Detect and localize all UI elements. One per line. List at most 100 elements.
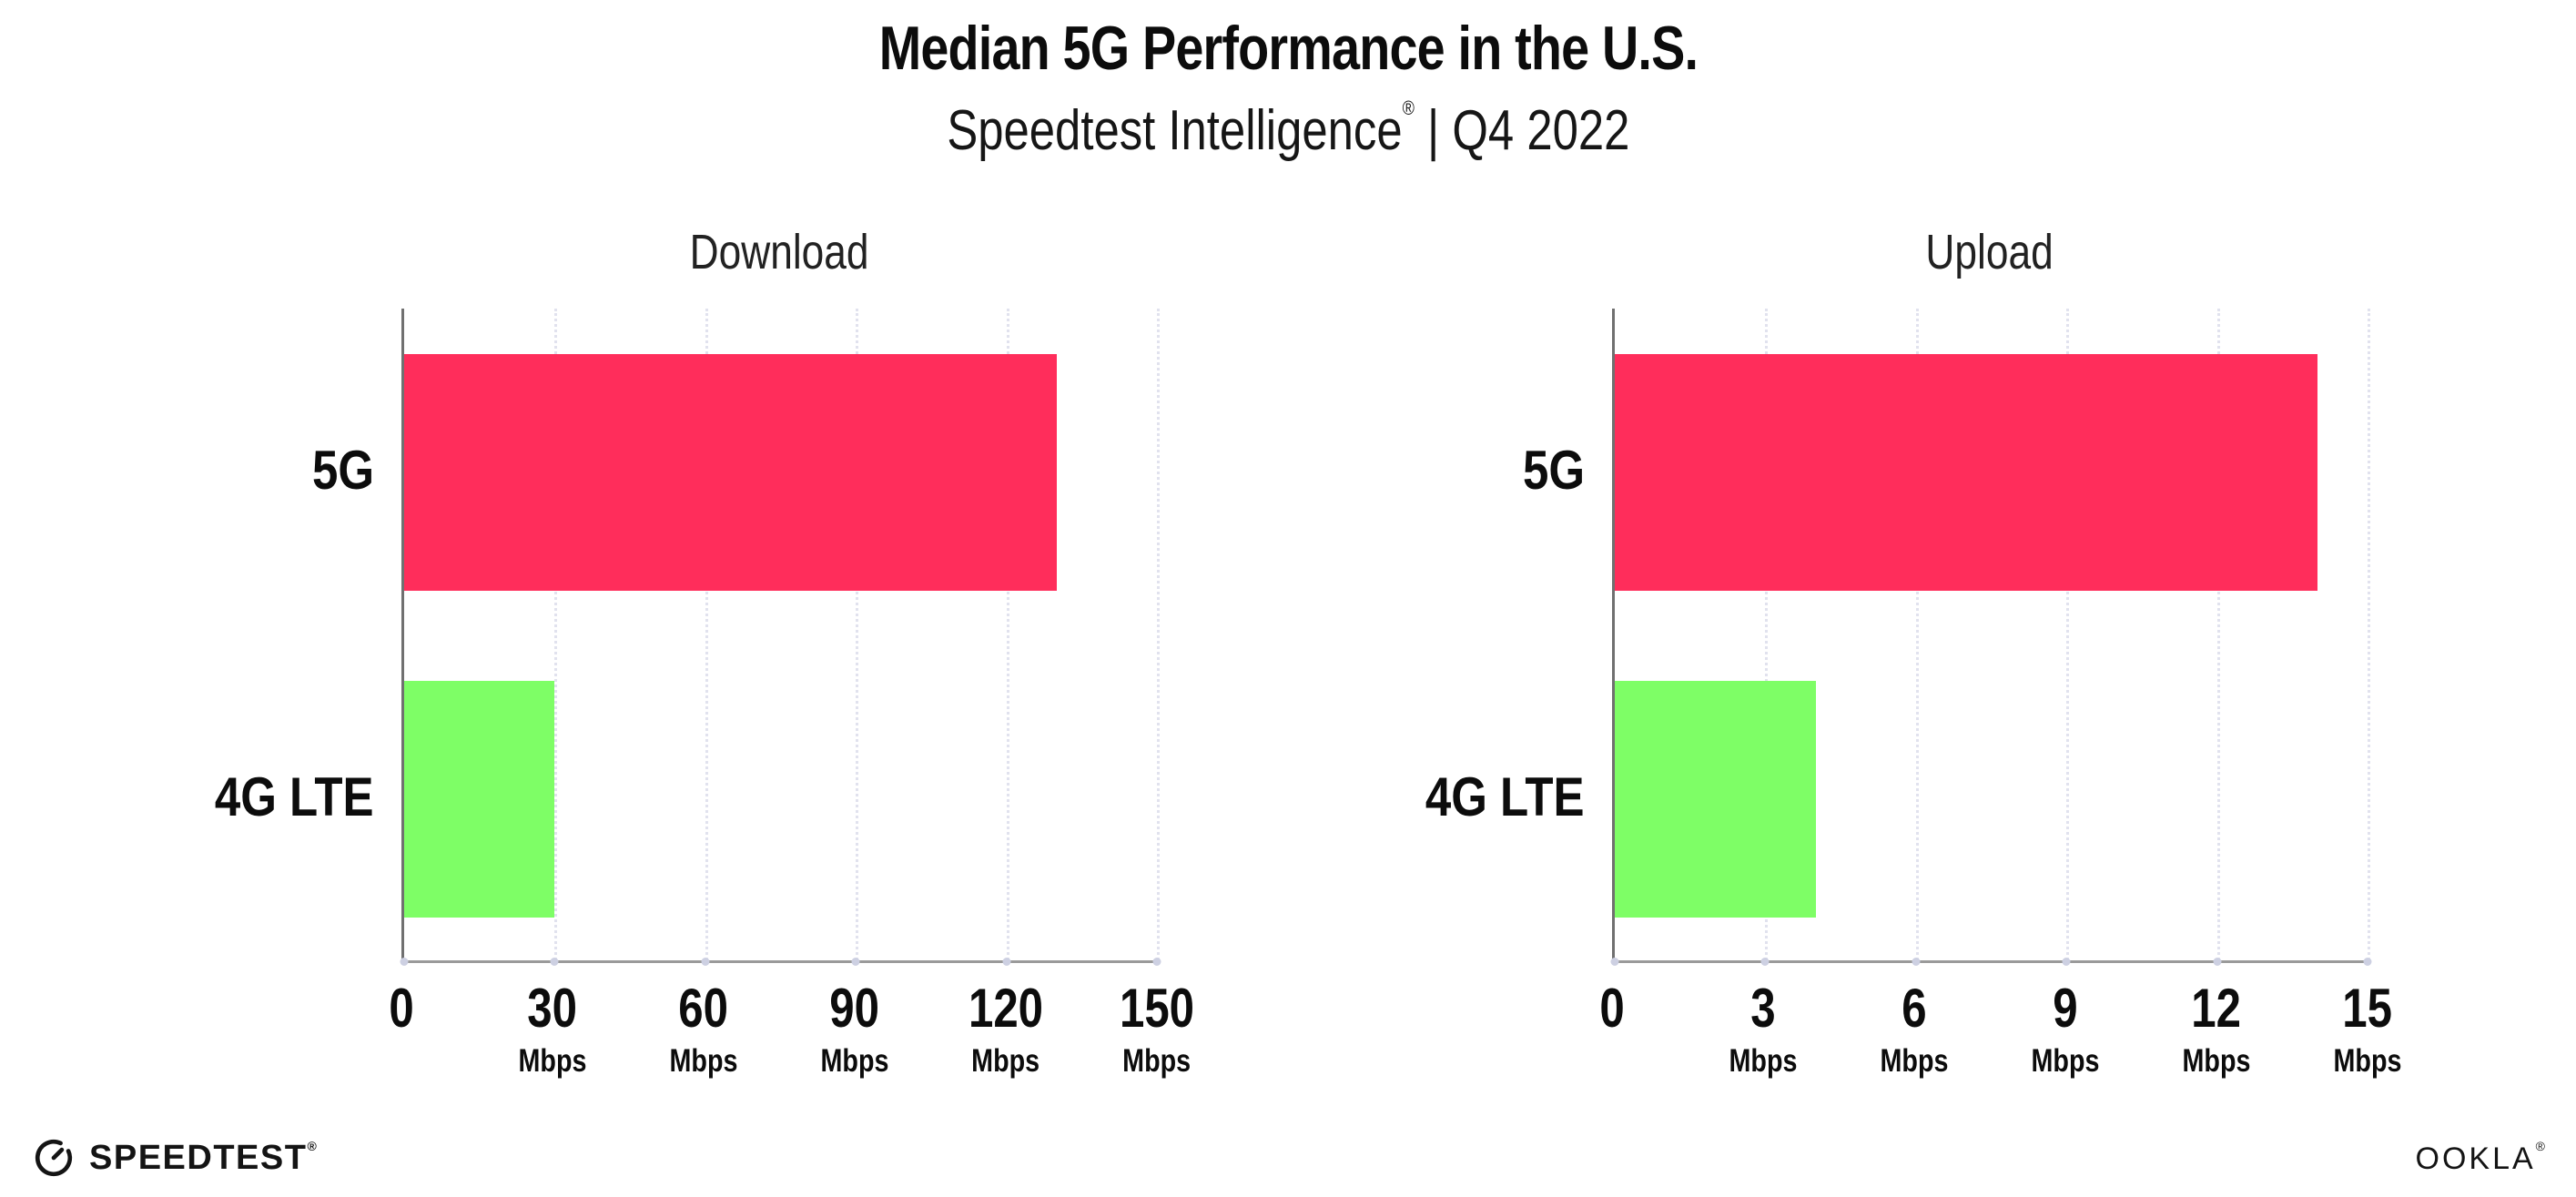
x-tick-unit-text: Mbps (1122, 1043, 1192, 1079)
chart-subtitle-text: Speedtest Intelligence® | Q4 2022 (947, 96, 1629, 163)
x-tick-unit-text: Mbps (518, 1043, 587, 1079)
x-tick-value: 150 (1111, 981, 1202, 1036)
header: Median 5G Performance in the U.S. Speedt… (0, 0, 2576, 163)
x-tick-value-text: 6 (1902, 978, 1927, 1039)
chart-title-text: Upload (1925, 225, 2054, 279)
x-tick-unit: Mbps (813, 1045, 896, 1077)
x-tick-value: 120 (960, 981, 1051, 1036)
axis-tick-dot (1002, 958, 1011, 966)
x-tick-value: 6 (1872, 981, 1955, 1036)
bar-4g-lte-download (404, 681, 555, 918)
x-tick-value-text: 30 (527, 978, 578, 1039)
axis-tick-dot (2213, 958, 2222, 966)
x-tick: 90 Mbps (813, 981, 896, 1078)
x-tick-value: 0 (386, 981, 416, 1036)
x-tick-unit-text: Mbps (2182, 1043, 2251, 1079)
x-tick-unit: Mbps (960, 1045, 1051, 1077)
x-tick: 3 Mbps (1721, 981, 1804, 1079)
gridline (705, 309, 708, 960)
x-tick-value: 90 (813, 981, 896, 1036)
x-tick-unit-text: Mbps (820, 1043, 889, 1079)
gridline (2368, 309, 2370, 960)
x-tick-unit: Mbps (662, 1045, 745, 1077)
x-tick-value-text: 90 (829, 978, 880, 1039)
x-tick-unit: Mbps (511, 1045, 593, 1077)
category-label-text: 4G LTE (1425, 766, 1585, 827)
bar-4g-lte-upload (1615, 681, 1816, 918)
speedtest-wordmark: SPEEDTEST® (89, 1139, 317, 1178)
axis-tick-dot (2363, 958, 2372, 966)
category-label: 5G (128, 439, 374, 502)
axis-tick-dot (851, 958, 860, 966)
chart-title-text: Download (689, 225, 869, 279)
x-tick: 15 Mbps (2326, 978, 2409, 1078)
download-chart: Download 0 30 Mbps 60 Mbps 90 Mbps 120 Mbps 150 Mbp… (128, 218, 1194, 1092)
plot-area (1610, 309, 2372, 966)
gridline (1006, 309, 1009, 960)
chart-subtitle: Speedtest Intelligence® | Q4 2022 (0, 96, 2576, 163)
category-label: 4G LTE (128, 766, 374, 828)
x-tick-value-text: 60 (678, 978, 729, 1039)
category-label-text: 5G (1522, 440, 1585, 501)
chart-title: Upload (1612, 224, 2368, 280)
x-tick: 6 Mbps (1872, 981, 1955, 1078)
x-tick-unit-text: Mbps (669, 1043, 738, 1079)
x-tick-unit-text: Mbps (1729, 1043, 1798, 1079)
x-tick-value-text: 0 (389, 978, 414, 1039)
axis-tick-dot (1760, 958, 1770, 966)
category-label-text: 5G (311, 440, 374, 501)
speedtest-label: SPEEDTEST (89, 1138, 308, 1177)
x-tick-unit-text: Mbps (1880, 1043, 1949, 1079)
x-tick-value-text: 120 (968, 978, 1044, 1039)
chart-main-title: Median 5G Performance in the U.S. (0, 13, 2576, 84)
x-tick-value: 30 (511, 981, 593, 1036)
x-tick-unit: Mbps (2023, 1045, 2106, 1077)
x-tick: 9 Mbps (2023, 981, 2106, 1078)
x-tick-value: 9 (2023, 981, 2106, 1036)
gridline (1765, 309, 1769, 960)
x-tick-value-text: 3 (1750, 978, 1776, 1039)
x-tick-unit-text: Mbps (2031, 1043, 2100, 1079)
x-tick: 12 Mbps (2175, 981, 2257, 1078)
x-tick-unit: Mbps (1872, 1045, 1955, 1077)
x-tick-value: 60 (662, 981, 745, 1036)
x-tick: 60 Mbps (662, 981, 745, 1078)
x-tick-value-text: 9 (2053, 978, 2078, 1039)
x-tick-unit: Mbps (2175, 1045, 2257, 1077)
x-tick-value: 3 (1721, 981, 1804, 1036)
ookla-wordmark: OOKLA® (2415, 1139, 2546, 1176)
x-tick-unit: Mbps (2326, 1045, 2409, 1077)
plot-area (400, 309, 1161, 966)
axis-tick-dot (701, 958, 710, 966)
subtitle-period: | Q4 2022 (1414, 99, 1630, 162)
upload-chart: Upload 0 3 Mbps 6 Mbps 9 Mbps 12 Mbps 15 Mbps 5G 4G L… (1339, 218, 2401, 1092)
x-tick-value: 12 (2175, 981, 2257, 1036)
subtitle-brand: Speedtest Intelligence (946, 99, 1403, 162)
axis-tick-dot (400, 958, 409, 966)
category-label-text: 4G LTE (215, 766, 374, 827)
speedtest-gauge-icon (35, 1139, 73, 1177)
x-tick: 0 (1597, 981, 1627, 1036)
x-tick-value-text: 12 (2191, 978, 2242, 1039)
gridline (856, 309, 859, 960)
speedtest-registered-mark: ® (307, 1138, 317, 1153)
x-tick: 150 Mbps (1111, 981, 1202, 1078)
gridline (2066, 309, 2070, 960)
chart-title: Download (401, 224, 1157, 280)
ookla-label: OOKLA (2415, 1141, 2536, 1176)
axis-tick-dot (1610, 958, 1619, 966)
bar-5g-upload (1615, 354, 2317, 591)
axis-tick-dot (1152, 958, 1161, 966)
bar-5g-download (404, 354, 1057, 591)
x-tick-value-text: 15 (2342, 978, 2393, 1039)
x-tick-value: 0 (1597, 981, 1627, 1036)
speedtest-logo: SPEEDTEST® (33, 1137, 317, 1179)
x-tick: 0 (386, 981, 416, 1036)
axis-tick-dot (2062, 958, 2071, 966)
gridline (1157, 309, 1160, 960)
x-tick-unit: Mbps (1111, 1045, 1202, 1077)
ookla-logo: OOKLA® (2416, 1139, 2546, 1177)
registered-mark: ® (1402, 96, 1415, 119)
gridline (1915, 309, 1919, 960)
ookla-registered-mark: ® (2535, 1139, 2545, 1153)
